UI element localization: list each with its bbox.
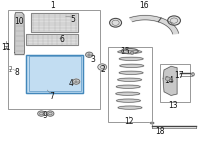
Text: 3: 3 [90, 55, 95, 64]
Text: 1: 1 [50, 1, 55, 10]
Ellipse shape [116, 85, 140, 88]
Ellipse shape [150, 122, 154, 124]
Circle shape [86, 52, 93, 57]
Ellipse shape [192, 73, 194, 76]
Text: 4: 4 [69, 78, 74, 88]
Ellipse shape [118, 106, 142, 109]
Text: 18: 18 [155, 127, 165, 136]
Bar [31, 13, 78, 32]
Text: 10: 10 [15, 17, 24, 26]
Text: 13: 13 [168, 101, 178, 110]
Circle shape [98, 64, 107, 70]
Ellipse shape [116, 92, 140, 95]
Polygon shape [31, 13, 78, 32]
Text: 9: 9 [43, 111, 48, 120]
Ellipse shape [119, 71, 143, 74]
Text: 2: 2 [101, 65, 105, 74]
Text: 17: 17 [175, 71, 184, 80]
Ellipse shape [120, 64, 144, 67]
Bar [26, 34, 78, 45]
Circle shape [168, 16, 180, 25]
Ellipse shape [118, 78, 142, 81]
Circle shape [47, 111, 54, 116]
Bar [26, 55, 83, 93]
Text: 11: 11 [1, 43, 11, 52]
Circle shape [110, 18, 122, 27]
Polygon shape [26, 34, 78, 45]
Bar [29, 56, 81, 91]
Bar [160, 64, 190, 102]
Circle shape [165, 77, 170, 80]
Text: 16: 16 [140, 1, 149, 10]
Ellipse shape [118, 50, 142, 53]
Ellipse shape [119, 57, 143, 60]
Polygon shape [130, 15, 179, 34]
Circle shape [73, 79, 80, 84]
Bar [8, 10, 100, 109]
Text: 7: 7 [49, 92, 54, 101]
Polygon shape [26, 55, 83, 93]
Text: 8: 8 [15, 68, 19, 77]
Polygon shape [163, 66, 177, 95]
Polygon shape [15, 13, 24, 55]
Text: 5: 5 [71, 15, 76, 24]
Text: 12: 12 [124, 117, 134, 126]
Text: 15: 15 [121, 47, 130, 56]
Circle shape [130, 51, 134, 54]
Bar [108, 47, 152, 122]
Text: 14: 14 [164, 76, 174, 85]
Text: 6: 6 [60, 35, 65, 44]
Circle shape [38, 111, 45, 116]
Ellipse shape [117, 99, 140, 102]
